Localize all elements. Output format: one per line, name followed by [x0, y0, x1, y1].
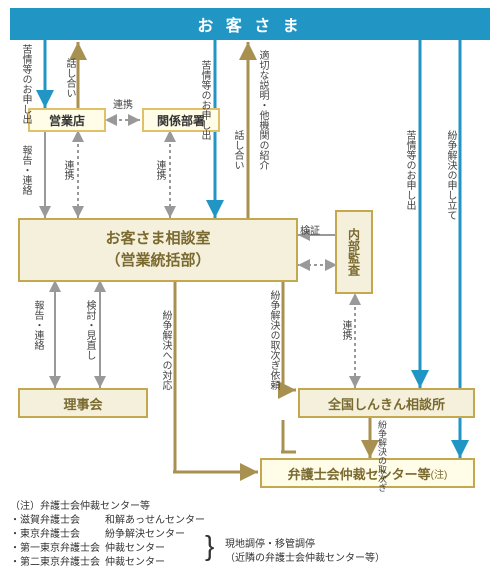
main-line2: （営業統括部）: [105, 250, 210, 273]
label-l13: 検討・見直し: [82, 300, 97, 360]
label-l3: 連携: [113, 96, 133, 111]
label-l4: 報告・連絡: [18, 145, 33, 195]
shinkin-label: 全国しんきん相談所: [328, 394, 445, 413]
note-r3c1: 仲裁センター: [105, 556, 205, 570]
note-r0c1: 和解あっせんセンター: [105, 514, 205, 528]
board-box: 理事会: [18, 388, 148, 418]
customer-label: お 客 さ ま: [197, 12, 302, 36]
shinkin-box: 全国しんきん相談所: [298, 388, 475, 418]
note-r0c0: ・滋賀弁護士会: [10, 514, 105, 528]
note-title: （注）弁護士会仲裁センター等: [10, 500, 490, 514]
customer-box: お 客 さ ま: [10, 8, 490, 40]
note-r2c1: 仲裁センター: [105, 542, 205, 556]
label-l14: 紛争解決への対応: [158, 310, 173, 390]
label-l7: 苦情等のお申し出: [197, 60, 212, 140]
label-l5: 連携: [60, 160, 75, 180]
note-r2c0: ・第一東京弁護士会: [10, 542, 105, 556]
label-l15: 紛争解決の取次ぎ依頼: [266, 290, 281, 390]
note-side: 現地調停・移管調停 （近隣の弁護士会仲裁センター等）: [225, 538, 385, 566]
note-side1: 現地調停・移管調停: [225, 538, 385, 552]
label-l6: 連携: [152, 160, 167, 180]
audit-box: 内部監査: [335, 210, 373, 294]
flowchart-canvas: お 客 さ ま 営業店 関係部署 お客さま相談室 （営業統括部） 内部監査 理事…: [0, 0, 500, 580]
lawyer-label: 弁護士会仲裁センター等: [288, 464, 431, 483]
label-l10: 苦情等のお申し出: [402, 130, 417, 210]
label-l2: 話し合い: [62, 58, 77, 98]
label-l1: 苦情等のお申し出: [18, 44, 33, 124]
note-side2: （近隣の弁護士会仲裁センター等）: [225, 552, 385, 566]
store-box: 営業店: [28, 108, 106, 132]
main-box: お客さま相談室 （営業統括部）: [18, 218, 298, 282]
note-r1c1: 紛争解決センター: [105, 528, 205, 542]
note-r1c0: ・東京弁護士会: [10, 528, 105, 542]
brace-icon: }: [205, 530, 214, 562]
lawyer-box: 弁護士会仲裁センター等(注): [260, 458, 475, 488]
label-l17: 連携: [338, 320, 353, 340]
label-l9: 話し合い: [230, 130, 245, 170]
store-label: 営業店: [49, 112, 85, 129]
audit-label: 内部監査: [346, 228, 363, 276]
label-l11: 紛争解決の申し立て: [443, 130, 458, 220]
label-l8: 適切な説明・他機関の紹介: [255, 50, 270, 170]
main-line1: お客さま相談室: [105, 228, 210, 251]
label-l12: 報告・連絡: [30, 300, 45, 350]
label-l18: 紛争解決の取次ぎ: [376, 420, 389, 492]
label-l16: 検証: [300, 222, 320, 237]
board-label: 理事会: [63, 394, 102, 413]
lawyer-note: (注): [431, 466, 448, 481]
note-r3c0: ・第二東京弁護士会: [10, 556, 105, 570]
